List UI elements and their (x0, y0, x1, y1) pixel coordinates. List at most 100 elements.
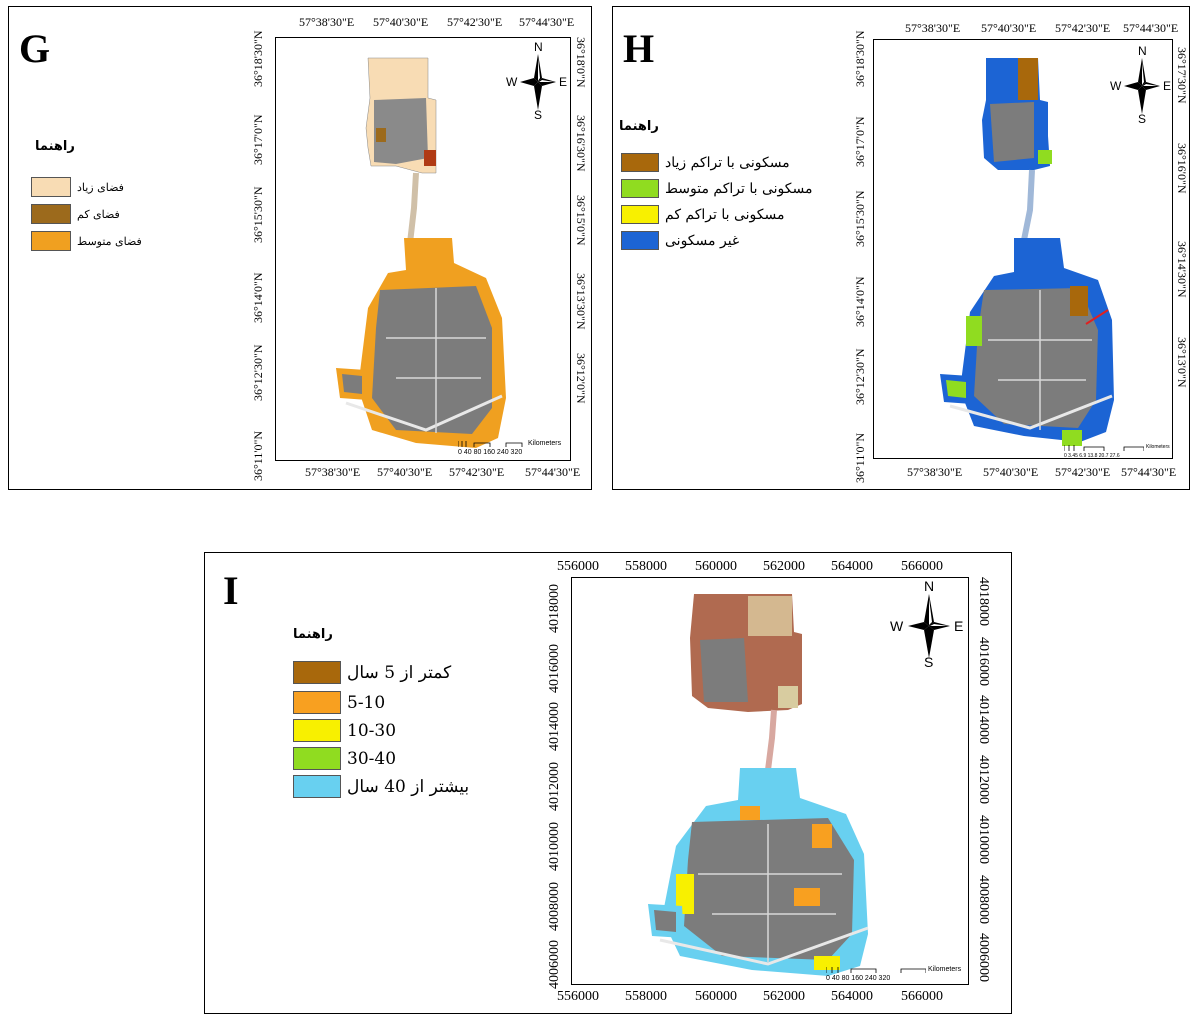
x-tick-top: 560000 (695, 559, 737, 574)
city-map (336, 57, 506, 448)
x-tick-bottom: 57°44'30"E (1121, 465, 1177, 479)
x-tick-top: 57°42'30"E (1055, 21, 1111, 35)
y-tick-left: 36°18'30"N (251, 30, 265, 87)
y-tick-right: 4016000 (976, 637, 991, 686)
map-road (765, 709, 777, 771)
compass-needle (1143, 84, 1158, 86)
y-tick-left: 4018000 (547, 584, 562, 633)
legend-label: کمتر از 5 سال (347, 662, 452, 683)
legend-label: غیر مسکونی (665, 232, 740, 249)
legend-item: مسکونی با تراکم متوسط (621, 179, 813, 198)
legend-swatch (293, 775, 341, 798)
map-road (1085, 309, 1109, 325)
legend-label: مسکونی با تراکم کم (665, 206, 785, 223)
legend-label: مسکونی با تراکم متوسط (665, 180, 813, 197)
x-tick-top: 566000 (901, 559, 943, 574)
compass-needle (520, 78, 538, 86)
compass-w: W (506, 75, 518, 89)
legend-item: فضای کم (31, 204, 120, 224)
map-region (342, 374, 362, 394)
scale-numbers: 0 40 80 160 240 320 (826, 975, 891, 982)
scale-bar: 0 40 80 160 240 320 Kilometers (458, 440, 570, 456)
y-tick-right: 36°13'0"N (1175, 337, 1189, 388)
y-tick-left: 36°18'30"N (853, 30, 867, 87)
y-tick-right: 4006000 (976, 933, 991, 982)
compass-rose: N S W E (1110, 44, 1172, 126)
map-region (812, 824, 832, 848)
compass-needle (908, 622, 929, 630)
x-tick-bottom: 560000 (695, 989, 737, 1004)
x-tick-top: 556000 (557, 559, 599, 574)
legend-item: کمتر از 5 سال (293, 661, 451, 684)
compass-needle (924, 626, 934, 658)
panel-h: H راهنما مسکونی با تراکم زیاد مسکونی با … (612, 6, 1190, 490)
legend-swatch (621, 153, 659, 172)
compass-rose: N S W E (506, 40, 568, 122)
y-tick-left: 36°17'0"N (251, 114, 265, 165)
legend-swatch (293, 661, 341, 684)
y-tick-left: 36°14'0"N (853, 276, 867, 327)
legend-item: فضای زیاد (31, 177, 124, 197)
legend-label: فضای زیاد (77, 180, 124, 194)
x-tick-top: 57°40'30"E (373, 15, 429, 29)
legend-label: فضای کم (77, 207, 120, 221)
y-tick-right: 4014000 (976, 695, 991, 744)
city-map (940, 58, 1114, 446)
compass-needle (1138, 86, 1146, 114)
y-tick-right: 4008000 (976, 875, 991, 924)
y-tick-right: 36°15'0"N (574, 195, 588, 246)
y-tick-left: 36°15'30"N (853, 190, 867, 247)
scale-bar: 0 3.45 6.9 13.8 20.7 27.6 Kilometers (1064, 444, 1172, 459)
y-tick-left: 4012000 (547, 762, 562, 811)
y-tick-left: 4016000 (547, 644, 562, 693)
map-region (700, 638, 748, 702)
legend-label: 10-30 (347, 720, 397, 741)
legend-swatch (31, 231, 71, 251)
scale-unit: Kilometers (1146, 444, 1170, 450)
compass-needle (534, 82, 542, 110)
x-tick-bottom: 566000 (901, 989, 943, 1004)
x-tick-top: 562000 (763, 559, 805, 574)
legend-swatch (293, 747, 341, 770)
legend-swatch (621, 205, 659, 224)
map-road (949, 394, 1113, 430)
map-region (374, 98, 428, 164)
y-tick-left: 4010000 (547, 822, 562, 871)
y-tick-right: 36°16'30"N (574, 115, 588, 172)
compass-w: W (890, 618, 904, 634)
x-tick-top: 558000 (625, 559, 667, 574)
y-tick-left: 4014000 (547, 702, 562, 751)
y-tick-left: 36°15'30"N (251, 186, 265, 243)
legend-swatch (293, 691, 341, 714)
compass-needle (539, 80, 554, 82)
x-tick-top: 57°44'30"E (519, 15, 575, 29)
map-region (676, 874, 694, 914)
x-tick-top: 57°42'30"E (447, 15, 503, 29)
map-road (345, 394, 503, 432)
compass-e: E (1163, 79, 1172, 93)
legend-swatch (621, 179, 659, 198)
legend-title: راهنما (619, 119, 659, 134)
compass-rose: N S W E (890, 578, 964, 670)
legend-swatch (31, 204, 71, 224)
map-road (988, 290, 1092, 430)
x-tick-bottom: 57°44'30"E (525, 465, 581, 479)
y-tick-left: 36°11'0"N (251, 430, 265, 481)
map-region (990, 102, 1034, 162)
map-road (386, 288, 486, 433)
compass-n: N (1138, 44, 1147, 58)
map-region (794, 888, 820, 906)
compass-w: W (1110, 79, 1122, 93)
y-tick-right: 36°17'30"N (1175, 47, 1189, 104)
legend-label: 5-10 (347, 692, 386, 713)
y-tick-right: 36°14'30"N (1175, 241, 1189, 298)
map-region (654, 910, 676, 932)
legend-item: مسکونی با تراکم کم (621, 205, 785, 224)
scale-unit: Kilometers (928, 966, 962, 973)
scale-numbers: 0 3.45 6.9 13.8 20.7 27.6 (1064, 453, 1120, 459)
compass-s: S (534, 108, 543, 122)
scale-bar: 0 40 80 160 240 320 Kilometers (826, 966, 966, 982)
x-tick-top: 57°40'30"E (981, 21, 1037, 35)
x-tick-bottom: 564000 (831, 989, 873, 1004)
x-tick-bottom: 556000 (557, 989, 599, 1004)
